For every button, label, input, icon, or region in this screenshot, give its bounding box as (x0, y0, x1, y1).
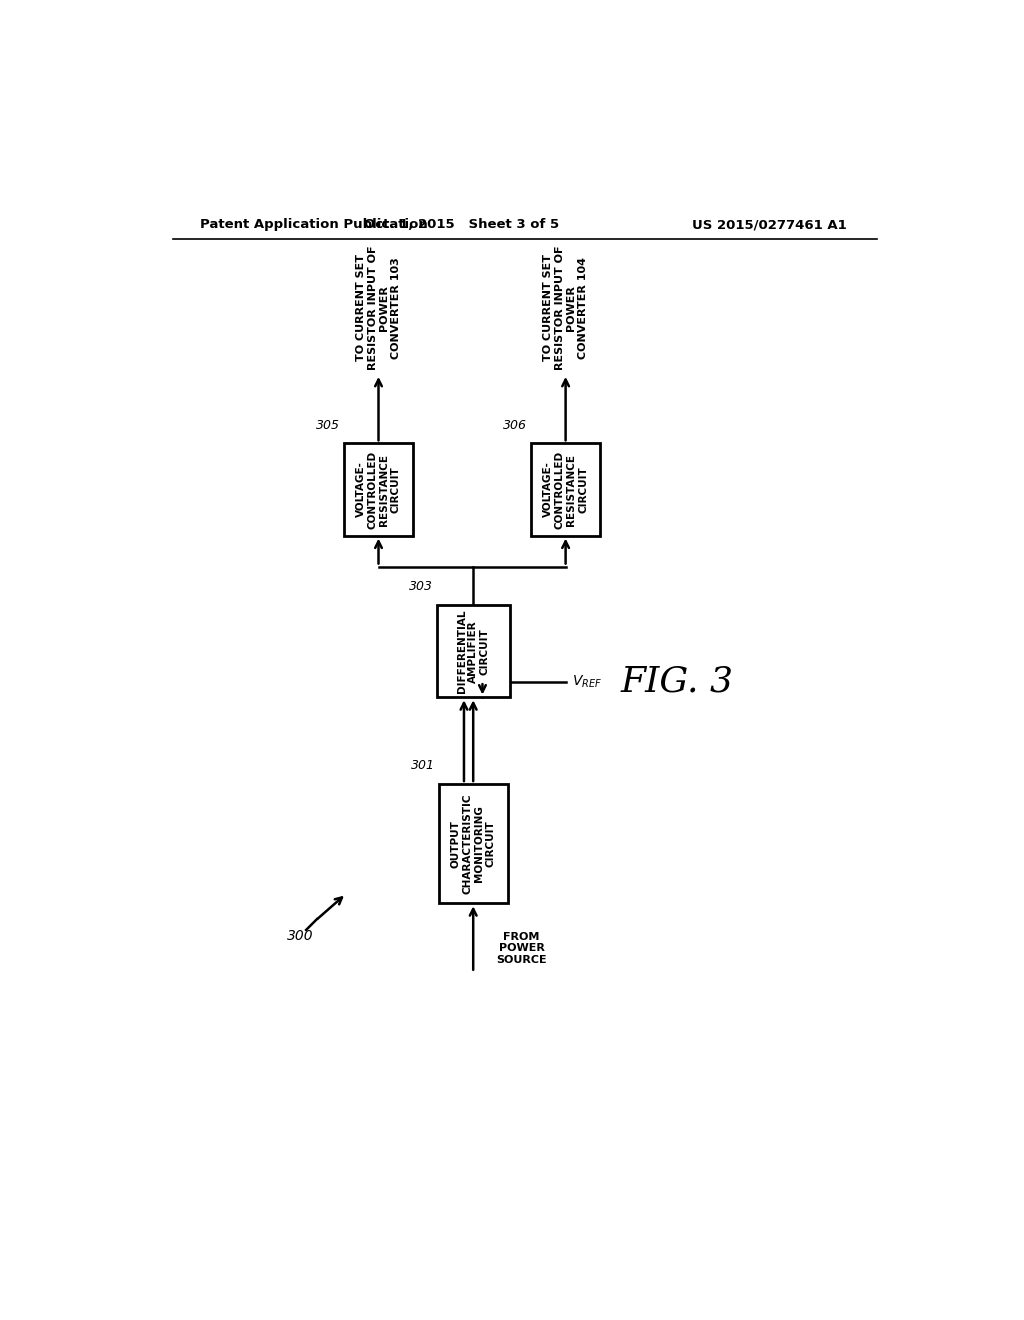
Text: 300: 300 (287, 929, 313, 942)
Text: 303: 303 (409, 581, 433, 594)
Text: TO CURRENT SET
RESISTOR INPUT OF
POWER
CONVERTER 103: TO CURRENT SET RESISTOR INPUT OF POWER C… (356, 246, 401, 370)
Text: DIFFERENTIAL
AMPLIFIER
CIRCUIT: DIFFERENTIAL AMPLIFIER CIRCUIT (457, 610, 489, 693)
Text: FROM
POWER
SOURCE: FROM POWER SOURCE (497, 932, 547, 965)
Text: VOLTAGE-
CONTROLLED
RESISTANCE
CIRCUIT: VOLTAGE- CONTROLLED RESISTANCE CIRCUIT (543, 450, 588, 528)
Text: Patent Application Publication: Patent Application Publication (200, 218, 428, 231)
Text: US 2015/0277461 A1: US 2015/0277461 A1 (692, 218, 847, 231)
Text: 305: 305 (316, 418, 340, 432)
Bar (436, 605, 510, 697)
Bar (344, 444, 413, 536)
Text: Oct. 1, 2015   Sheet 3 of 5: Oct. 1, 2015 Sheet 3 of 5 (365, 218, 559, 231)
Text: TO CURRENT SET
RESISTOR INPUT OF
POWER
CONVERTER 104: TO CURRENT SET RESISTOR INPUT OF POWER C… (543, 246, 588, 370)
Bar (438, 784, 508, 903)
Text: OUTPUT
CHARACTERISTIC
MONITORING
CIRCUIT: OUTPUT CHARACTERISTIC MONITORING CIRCUIT (451, 793, 496, 894)
Bar (531, 444, 600, 536)
Text: $V_{REF}$: $V_{REF}$ (571, 673, 602, 690)
Text: 306: 306 (503, 418, 527, 432)
Text: FIG. 3: FIG. 3 (621, 665, 734, 700)
Text: 301: 301 (411, 759, 435, 772)
Text: VOLTAGE-
CONTROLLED
RESISTANCE
CIRCUIT: VOLTAGE- CONTROLLED RESISTANCE CIRCUIT (356, 450, 401, 528)
